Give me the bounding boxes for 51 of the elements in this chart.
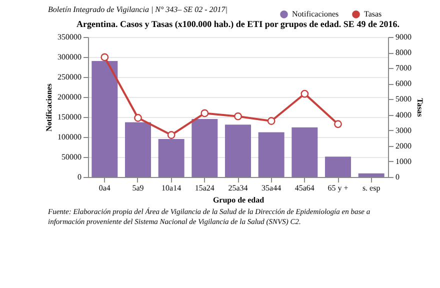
y-tick-label: 50000 bbox=[62, 152, 82, 162]
x-axis-title: Grupo de edad bbox=[212, 196, 265, 204]
point bbox=[167, 131, 176, 139]
y2-tick-label: 3000 bbox=[396, 126, 412, 135]
y2-tick-label: 9000 bbox=[396, 32, 412, 42]
x-tick-label: 15a24 bbox=[194, 184, 214, 192]
x-tick-label: s. esp bbox=[362, 184, 380, 192]
legend-label: Notificaciones bbox=[292, 9, 339, 18]
text: Boletín Integrado de Vigilancia | N° 343– SE 02 - 2017| bbox=[48, 5, 228, 14]
bar bbox=[325, 156, 351, 177]
y2-axis-title: Tasas bbox=[416, 98, 424, 117]
point bbox=[134, 114, 142, 122]
y2-tick-label: 1000 bbox=[396, 156, 412, 166]
legend-label: Tasas bbox=[364, 9, 382, 18]
y2-tick-label: 4000 bbox=[396, 110, 412, 120]
chart-title: Argentina. Casos y Tasas (x100.000 hab.) de ETI por grupos de edad. SE 49 de 2016. bbox=[76, 19, 400, 29]
x-tick-label: 0a4 bbox=[98, 184, 110, 192]
x-tick-label: 10a14 bbox=[162, 184, 182, 192]
bar bbox=[258, 132, 284, 177]
bar bbox=[225, 124, 251, 177]
x-tick-label: 45a64 bbox=[294, 184, 314, 192]
x-tick-label: 65 y + bbox=[328, 184, 349, 192]
point bbox=[200, 109, 209, 118]
y-axis-title: Notificaciones bbox=[44, 84, 54, 132]
y-tick-label: 350000 bbox=[58, 32, 82, 42]
x-tick-label: 5a9 bbox=[132, 184, 144, 192]
point bbox=[234, 112, 242, 120]
bar bbox=[292, 127, 318, 177]
y2-tick-label: 6000 bbox=[396, 79, 412, 88]
x-tick-label: 25a34 bbox=[228, 184, 248, 192]
y2-tick-label: 8000 bbox=[396, 48, 412, 58]
point bbox=[100, 53, 109, 62]
bar bbox=[92, 61, 118, 177]
point bbox=[267, 117, 276, 125]
point bbox=[300, 90, 309, 98]
bar bbox=[125, 122, 151, 177]
y-tick-label: 200000 bbox=[58, 92, 82, 102]
bar bbox=[358, 173, 384, 177]
y2-tick-label: 7000 bbox=[396, 64, 412, 73]
y2-tick-label: 2000 bbox=[396, 141, 412, 150]
y2-tick-label: 5000 bbox=[396, 94, 412, 104]
x-tick-label: 35a44 bbox=[262, 184, 282, 192]
bar bbox=[158, 139, 184, 177]
point bbox=[334, 120, 342, 128]
y2-tick-label: 0 bbox=[396, 172, 400, 182]
y-tick-label: 300000 bbox=[58, 52, 82, 62]
bar bbox=[192, 119, 218, 177]
y-tick-label: 0 bbox=[78, 172, 82, 182]
y-tick-label: 150000 bbox=[58, 112, 82, 122]
y-tick-label: 100000 bbox=[58, 132, 82, 142]
y-tick-label: 250000 bbox=[58, 72, 82, 82]
